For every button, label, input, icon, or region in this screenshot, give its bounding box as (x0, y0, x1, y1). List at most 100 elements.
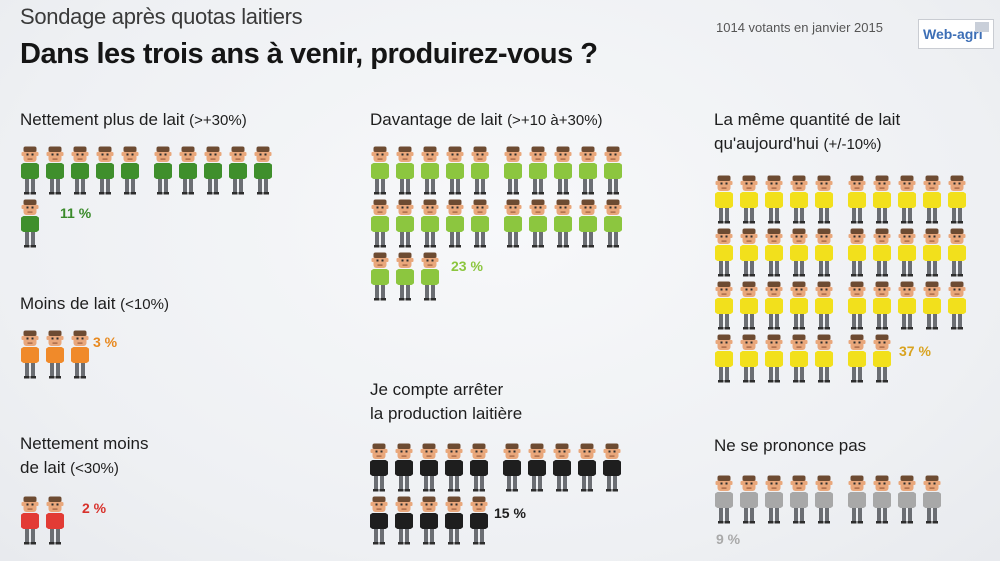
category-label-line2: qu'aujourd'hui (714, 134, 819, 153)
person-icon-meme-4 (790, 175, 808, 224)
category-label: Ne se prononce pas (714, 436, 867, 455)
person-icon-arreter-7 (528, 443, 546, 492)
person-icon-nsp-8 (898, 475, 916, 524)
person-icon-meme-9 (923, 175, 941, 224)
person-icon-arreter-12 (395, 496, 413, 545)
person-icon-meme-25 (815, 281, 833, 330)
person-icon-davantage-3 (421, 146, 439, 195)
person-icon-nettement-plus-6 (154, 146, 172, 195)
person-icon-nsp-9 (923, 475, 941, 524)
person-icon-nettement-plus-1 (21, 146, 39, 195)
person-icon-meme-2 (740, 175, 758, 224)
category-davantage: Davantage de lait (>+10 à+30%) (370, 108, 603, 133)
person-icon-davantage-9 (579, 146, 597, 195)
person-icon-meme-19 (923, 228, 941, 277)
person-icon-davantage-19 (579, 199, 597, 248)
category-detail: (+/-10%) (823, 136, 882, 153)
pictogram-group-meme (715, 175, 966, 383)
pictogram-group-davantage (371, 146, 622, 301)
person-icon-meme-7 (873, 175, 891, 224)
category-nettement-plus: Nettement plus de lait (>+30%) (20, 108, 247, 133)
person-icon-arreter-13 (420, 496, 438, 545)
pictogram-group-arreter (370, 443, 621, 545)
person-icon-meme-10 (948, 175, 966, 224)
person-icon-nsp-7 (873, 475, 891, 524)
person-icon-arreter-11 (370, 496, 388, 545)
person-icon-meme-33 (765, 334, 783, 383)
person-icon-davantage-13 (421, 199, 439, 248)
person-icon-nettement-plus-8 (204, 146, 222, 195)
value-label-moins: 3 % (93, 334, 118, 350)
person-icon-meme-32 (740, 334, 758, 383)
category-label: Je compte arrêter (370, 380, 504, 399)
person-icon-nsp-2 (740, 475, 758, 524)
person-icon-davantage-18 (554, 199, 572, 248)
person-icon-davantage-14 (446, 199, 464, 248)
person-icon-meme-29 (923, 281, 941, 330)
value-label-meme: 37 % (899, 343, 931, 359)
person-icon-meme-37 (873, 334, 891, 383)
person-icon-arreter-10 (603, 443, 621, 492)
person-icon-davantage-17 (529, 199, 547, 248)
person-icon-arreter-15 (470, 496, 488, 545)
person-icon-nsp-3 (765, 475, 783, 524)
person-icon-davantage-10 (604, 146, 622, 195)
chart-subtitle: Sondage après quotas laitiers (20, 4, 303, 29)
person-icon-meme-24 (790, 281, 808, 330)
pictogram-group-nsp (715, 475, 941, 524)
person-icon-meme-31 (715, 334, 733, 383)
web-agri-logo[interactable]: Web-agri (918, 19, 994, 49)
person-icon-nettement-plus-4 (96, 146, 114, 195)
person-icon-moins-3 (71, 330, 89, 379)
person-icon-meme-13 (765, 228, 783, 277)
person-icon-meme-6 (848, 175, 866, 224)
person-icon-meme-21 (715, 281, 733, 330)
person-icon-davantage-16 (504, 199, 522, 248)
category-label: Nettement plus de lait (20, 110, 185, 129)
value-label-arreter: 15 % (494, 505, 526, 521)
person-icon-davantage-4 (446, 146, 464, 195)
person-icon-meme-27 (873, 281, 891, 330)
value-label-nsp: 9 % (716, 531, 741, 547)
person-icon-davantage-23 (421, 252, 439, 301)
person-icon-davantage-1 (371, 146, 389, 195)
person-icon-arreter-4 (445, 443, 463, 492)
category-meme: La même quantité de lait qu'aujourd'hui … (714, 108, 900, 157)
person-icon-nsp-4 (790, 475, 808, 524)
person-icon-meme-12 (740, 228, 758, 277)
person-icon-arreter-5 (470, 443, 488, 492)
person-icon-nettement-plus-7 (179, 146, 197, 195)
person-icon-moins-1 (21, 330, 39, 379)
person-icon-meme-18 (898, 228, 916, 277)
person-icon-moins-2 (46, 330, 64, 379)
person-icon-meme-1 (715, 175, 733, 224)
person-icon-arreter-14 (445, 496, 463, 545)
category-label-line2: la production laitière (370, 404, 523, 423)
value-label-nettement-moins: 2 % (82, 500, 107, 516)
person-icon-nsp-1 (715, 475, 733, 524)
category-nettement-moins: Nettement moins de lait (<30%) (20, 432, 149, 481)
person-icon-nettement-moins-1 (21, 496, 39, 545)
person-icon-nsp-5 (815, 475, 833, 524)
person-icon-nettement-plus-9 (229, 146, 247, 195)
person-icon-meme-5 (815, 175, 833, 224)
person-icon-arreter-6 (503, 443, 521, 492)
person-icon-nettement-plus-5 (121, 146, 139, 195)
person-icon-davantage-2 (396, 146, 414, 195)
person-icon-meme-15 (815, 228, 833, 277)
person-icon-davantage-21 (371, 252, 389, 301)
category-label: Davantage de lait (370, 110, 503, 129)
person-icon-meme-35 (815, 334, 833, 383)
person-icon-meme-34 (790, 334, 808, 383)
person-icon-nettement-plus-2 (46, 146, 64, 195)
person-icon-nettement-plus-11 (21, 199, 39, 248)
pictogram-group-nettement-plus (21, 146, 272, 248)
person-icon-meme-22 (740, 281, 758, 330)
person-icon-arreter-3 (420, 443, 438, 492)
person-icon-meme-36 (848, 334, 866, 383)
value-label-nettement-plus: 11 % (60, 205, 92, 221)
category-label: Moins de lait (20, 294, 116, 313)
person-icon-meme-20 (948, 228, 966, 277)
person-icon-davantage-6 (504, 146, 522, 195)
person-icon-meme-16 (848, 228, 866, 277)
